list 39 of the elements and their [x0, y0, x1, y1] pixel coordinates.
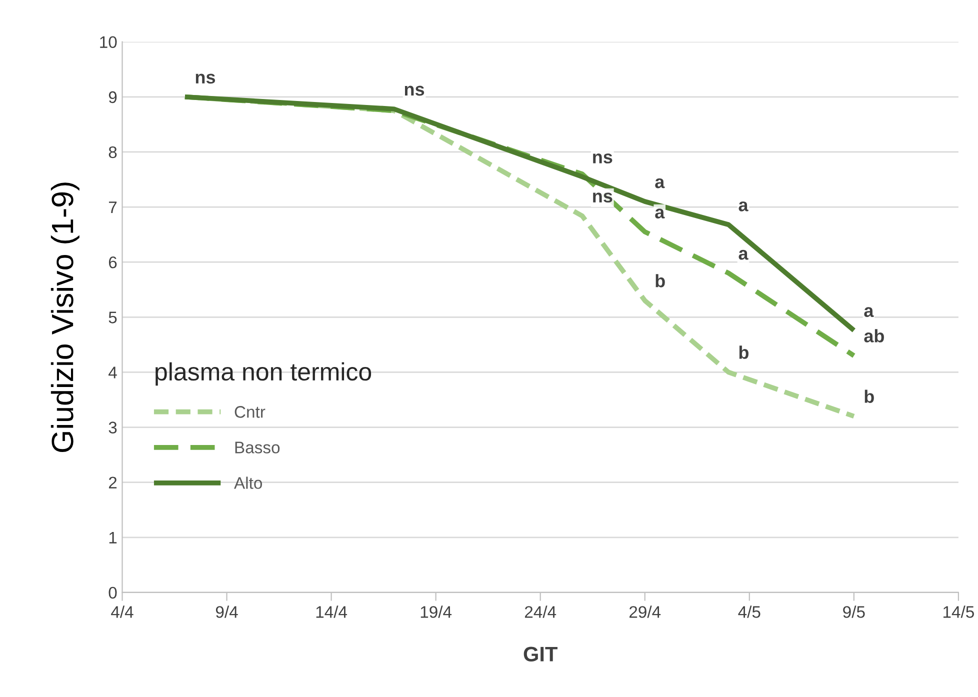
x-tick-label: 24/4 — [524, 606, 556, 618]
x-tick-label: 14/5 — [943, 606, 974, 618]
legend-label: Alto — [234, 476, 262, 489]
annotation: a — [655, 178, 665, 188]
annotation: ab — [864, 329, 884, 342]
legend-label: Cntr — [234, 406, 266, 418]
annotation: b — [656, 274, 665, 288]
y-axis-title: Giudizio Visivo (1-9) — [50, 182, 80, 452]
y-tick-label: 1 — [109, 532, 117, 544]
x-axis-title: GIT — [524, 646, 558, 662]
x-tick-label: 9/5 — [843, 606, 865, 618]
legend-label: Basso — [235, 442, 280, 454]
annotation: a — [864, 307, 874, 318]
y-tick-label: 7 — [108, 202, 117, 214]
x-tick-label: 9/4 — [216, 606, 238, 618]
x-tick-label: 29/4 — [629, 606, 661, 618]
annotation: ns — [404, 86, 424, 96]
annotation: ns — [196, 74, 216, 84]
annotation: a — [655, 208, 665, 218]
y-tick-label: 0 — [108, 586, 117, 599]
y-tick-label: 9 — [108, 91, 117, 104]
y-tick-label: 6 — [108, 256, 117, 268]
y-tick-label: 4 — [108, 366, 117, 378]
y-tick-label: 3 — [108, 422, 117, 434]
x-tick-label: 14/4 — [316, 606, 348, 618]
annotation: a — [738, 201, 748, 212]
y-tick-label: 5 — [108, 312, 117, 324]
annotation: ns — [593, 192, 612, 203]
annotation: a — [738, 250, 748, 260]
annotation: ns — [593, 154, 612, 164]
x-tick-label: 4/4 — [111, 606, 134, 618]
x-tick-label: 19/4 — [420, 606, 452, 618]
x-tick-label: 4/5 — [738, 606, 760, 618]
legend-title: plasma non termico — [156, 362, 372, 386]
y-tick-label: 8 — [108, 146, 117, 158]
y-tick-label: 2 — [108, 476, 117, 488]
annotation: b — [739, 346, 748, 359]
y-tick-label: 10 — [100, 36, 117, 48]
annotation: b — [864, 390, 874, 403]
